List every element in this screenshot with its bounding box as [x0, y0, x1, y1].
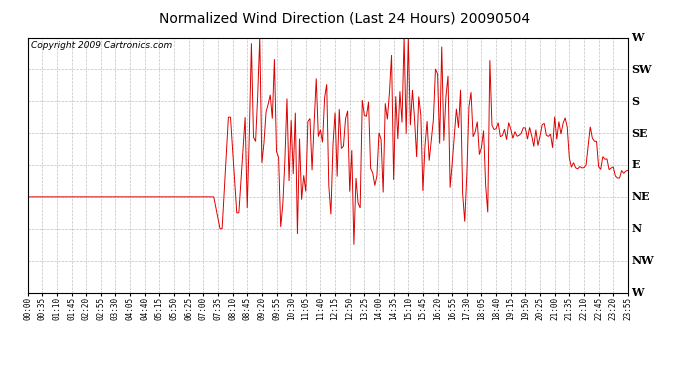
- Text: W: W: [631, 287, 644, 298]
- Text: Normalized Wind Direction (Last 24 Hours) 20090504: Normalized Wind Direction (Last 24 Hours…: [159, 11, 531, 25]
- Text: W: W: [631, 32, 644, 43]
- Text: N: N: [631, 223, 642, 234]
- Text: Copyright 2009 Cartronics.com: Copyright 2009 Cartronics.com: [30, 41, 172, 50]
- Text: SW: SW: [631, 64, 652, 75]
- Text: E: E: [631, 159, 640, 171]
- Text: NW: NW: [631, 255, 654, 266]
- Text: NE: NE: [631, 191, 650, 202]
- Text: S: S: [631, 96, 640, 107]
- Text: SE: SE: [631, 128, 648, 139]
